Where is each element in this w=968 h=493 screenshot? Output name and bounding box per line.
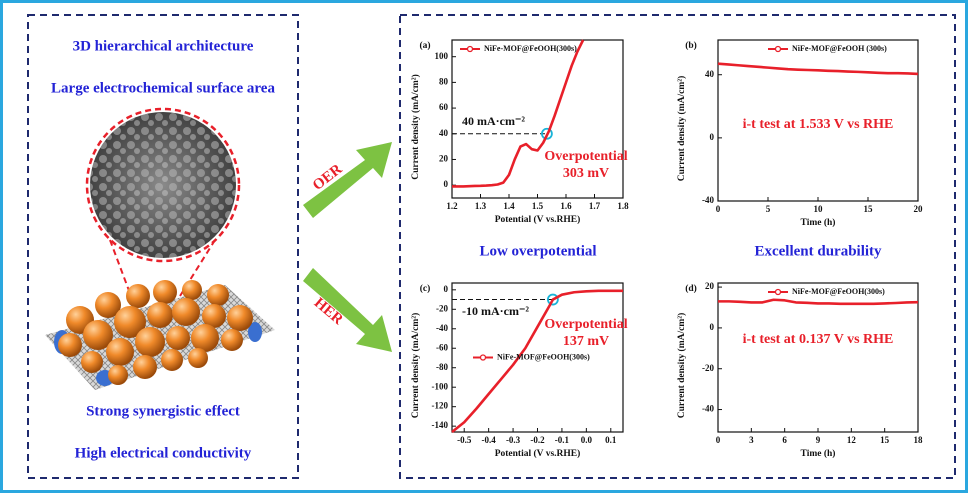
y-tick-label: 80 (439, 76, 449, 86)
panel-label: (d) (685, 283, 697, 294)
y-tick-label: 60 (439, 102, 449, 112)
x-tick-label: 0.1 (605, 435, 617, 445)
y-tick-label: -60 (436, 342, 448, 352)
panel-label: (a) (419, 40, 430, 51)
x-tick-label: -0.2 (530, 435, 545, 445)
x-tick-label: 1.6 (560, 201, 572, 211)
legend-label: NiFe-MOF@FeOOH(300s) (792, 287, 885, 296)
left-text: Large electrochemical surface area (51, 80, 275, 96)
y-tick-label: 0 (444, 284, 449, 294)
legend-label: NiFe-MOF@FeOOH (300s) (792, 44, 887, 53)
annotation: i-t test at 1.533 V vs RHE (743, 117, 894, 132)
annotation: 40 mA·cm⁻² (462, 114, 525, 128)
left-text: High electrical conductivity (75, 445, 252, 461)
y-tick-label: 20 (705, 281, 715, 291)
y-tick-label: 0 (444, 179, 449, 189)
x-tick-label: 1.8 (617, 201, 629, 211)
y-tick-label: -40 (436, 323, 448, 333)
y-tick-label: 20 (439, 154, 449, 164)
x-tick-label: 1.4 (503, 201, 515, 211)
annotation: Overpotential (544, 317, 627, 332)
y-tick-label: -140 (432, 420, 449, 430)
legend-marker (468, 47, 473, 52)
x-tick-label: 18 (914, 435, 924, 445)
x-tick-label: 6 (782, 435, 787, 445)
left-text: Strong synergistic effect (86, 403, 240, 419)
x-tick-label: 0.0 (581, 435, 593, 445)
annotation: -10 mA·cm⁻² (462, 304, 529, 318)
x-tick-label: 12 (847, 435, 857, 445)
caption: Low overpotential (479, 243, 596, 259)
annotation: i-t test at 0.137 V vs RHE (743, 332, 894, 347)
annotation: 303 mV (563, 166, 609, 181)
panel-label: (c) (420, 283, 431, 294)
x-tick-label: 9 (816, 435, 821, 445)
x-tick-label: 1.3 (475, 201, 487, 211)
y-axis-label: Current density (mA/cm²) (410, 313, 421, 419)
y-tick-label: 40 (439, 128, 449, 138)
legend-label: NiFe-MOF@FeOOH(300s) (484, 44, 577, 53)
x-tick-label: 0 (716, 435, 721, 445)
x-axis-label: Potential (V vs.RHE) (495, 214, 581, 225)
graphical-abstract: 3D hierarchical architecture Large elect… (0, 0, 968, 493)
x-axis-label: Time (h) (801, 217, 836, 228)
annotation: Overpotential (544, 149, 627, 164)
y-tick-label: -80 (436, 362, 448, 372)
y-tick-label: -40 (702, 404, 714, 414)
y-tick-label: -20 (702, 363, 714, 373)
y-tick-label: -120 (432, 401, 449, 411)
legend-label: NiFe-MOF@FeOOH(300s) (497, 352, 590, 361)
y-tick-label: -100 (432, 381, 449, 391)
x-tick-label: 15 (864, 204, 874, 214)
sphere-model (45, 280, 275, 390)
x-tick-label: 1.5 (532, 201, 544, 211)
y-tick-label: 0 (710, 132, 715, 142)
x-axis-label: Potential (V vs.RHE) (495, 448, 581, 459)
y-axis-label: Current density (mA/cm²) (676, 76, 687, 182)
y-tick-label: 0 (710, 322, 715, 332)
legend-marker (776, 47, 781, 52)
annotation: 137 mV (563, 334, 609, 349)
x-axis-label: Time (h) (801, 448, 836, 459)
x-tick-label: 20 (914, 204, 924, 214)
y-axis-label: Current density (mA/cm²) (676, 313, 687, 419)
x-tick-label: 10 (814, 204, 824, 214)
legend-marker (481, 355, 486, 360)
y-tick-label: -20 (436, 303, 448, 313)
caption: Excellent durability (754, 243, 882, 259)
x-tick-label: -0.5 (457, 435, 472, 445)
x-tick-label: 15 (880, 435, 890, 445)
x-tick-label: -0.1 (555, 435, 570, 445)
data-line (718, 300, 918, 304)
x-tick-label: 3 (749, 435, 754, 445)
x-tick-label: 0 (716, 204, 721, 214)
y-axis-label: Current density (mA/cm²) (410, 74, 421, 180)
plot-frame (718, 283, 918, 432)
left-text: 3D hierarchical architecture (73, 38, 254, 54)
data-line (718, 64, 918, 74)
x-tick-label: 1.2 (446, 201, 458, 211)
x-tick-label: 5 (766, 204, 771, 214)
y-tick-label: 40 (705, 69, 715, 79)
x-tick-label: -0.3 (506, 435, 521, 445)
legend-marker (776, 290, 781, 295)
y-tick-label: 100 (435, 51, 449, 61)
x-tick-label: 1.7 (589, 201, 601, 211)
x-tick-label: -0.4 (482, 435, 497, 445)
y-tick-label: -40 (702, 195, 714, 205)
panel-label: (b) (685, 40, 697, 51)
